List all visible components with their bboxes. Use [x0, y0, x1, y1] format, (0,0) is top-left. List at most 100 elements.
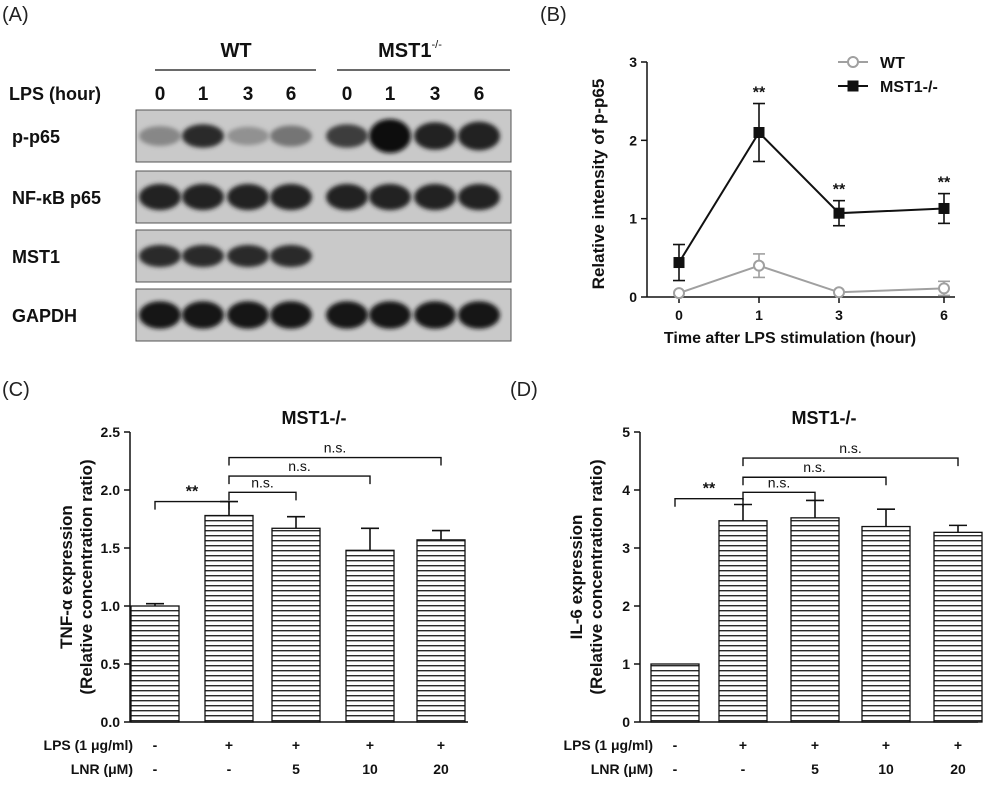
- chart-c-lnr-value: 20: [433, 761, 449, 777]
- blot-band: [182, 183, 224, 211]
- blot-rows: p-p65 NF-κB p65 MST1 GAPDH: [12, 109, 512, 342]
- chart-c-lps-value: +: [437, 737, 445, 753]
- blot-time-label: 6: [474, 84, 485, 105]
- chart-d-bracket: [742, 457, 959, 467]
- blot-band: [227, 244, 269, 268]
- blot-band: [139, 126, 181, 146]
- chart-d-ylabel: IL-6 expression: [567, 515, 586, 640]
- chart-d-lnr-value: -: [673, 761, 678, 777]
- chart-c-ylabel: TNF-α expression: [57, 505, 76, 649]
- chart-c-title: MST1-/-: [282, 408, 347, 428]
- chart-c-bracket: [228, 456, 442, 466]
- legend-label: WT: [880, 55, 905, 72]
- chart-b-point: [833, 207, 845, 219]
- chart-d-lnr-value: 10: [878, 761, 894, 777]
- blot-row-label: NF-κB p65: [12, 188, 101, 208]
- chart-c-bracket: [228, 475, 371, 485]
- blot-row: GAPDH: [12, 288, 512, 342]
- chart-d-ytick-label: 3: [622, 540, 630, 556]
- blot-time-label: 0: [155, 84, 166, 105]
- chart-d-lnr-value: 5: [811, 761, 819, 777]
- blot-band: [414, 122, 456, 150]
- chart-c-bracket-label: n.s.: [251, 474, 274, 490]
- blot-band: [414, 301, 456, 329]
- chart-b-point: [753, 127, 765, 138]
- chart-c-lnr-value: 10: [362, 761, 378, 777]
- chart-c-ytick-label: 0.5: [101, 656, 121, 672]
- chart-d-ytick-label: 2: [622, 598, 630, 614]
- bar-chart-c-panel: MST1-/- TNF-α expression (Relative concent…: [44, 408, 468, 777]
- chart-c-bracket-label: n.s.: [288, 458, 311, 474]
- chart-d-bar: [933, 531, 983, 723]
- chart-d-lps-value: +: [811, 737, 819, 753]
- chart-d-bar: [650, 663, 700, 723]
- blot-band: [182, 124, 224, 148]
- blot-band: [270, 301, 312, 329]
- chart-c-bar: [271, 527, 321, 723]
- legend-swatch-marker: [847, 56, 859, 68]
- chart-c-lnr-row-label: LNR (μM): [71, 761, 133, 777]
- chart-d-lps-value: +: [954, 737, 962, 753]
- chart-c-lnr-value: -: [153, 761, 158, 777]
- chart-b-point: [753, 259, 765, 272]
- chart-d-lps-value: +: [882, 737, 890, 753]
- blot-band: [326, 301, 368, 329]
- chart-d-bracket-label: n.s.: [768, 474, 791, 490]
- blot-band: [458, 301, 500, 329]
- chart-b-series-line: [678, 130, 945, 264]
- blot-row: p-p65: [12, 109, 512, 163]
- chart-c-bracket-label: n.s.: [324, 440, 347, 456]
- chart-b-series-1: [673, 102, 950, 282]
- blot-band: [139, 183, 181, 211]
- chart-d-lps-value: -: [673, 737, 678, 753]
- blot-band: [227, 126, 269, 146]
- chart-b-significance: **: [938, 175, 951, 192]
- blot-group-mst1: MST1-/-: [378, 39, 442, 62]
- chart-d-ylabel2: (Relative concentration ratio): [587, 459, 606, 694]
- blot-band: [326, 124, 368, 148]
- chart-c-lps-value: +: [366, 737, 374, 753]
- chart-b-point: [938, 282, 950, 295]
- chart-d-bracket-label: n.s.: [839, 440, 862, 456]
- chart-d-lps-row-label: LPS (1 μg/ml): [564, 737, 653, 753]
- chart-b-point: [673, 287, 685, 300]
- chart-c-lps-row-label: LPS (1 μg/ml): [44, 737, 133, 753]
- chart-b-legend: WT MST1-/-: [838, 55, 938, 96]
- chart-b-significance: **: [833, 182, 846, 199]
- legend-label: MST1-/-: [880, 79, 938, 96]
- chart-d-bar: [861, 525, 911, 723]
- chart-b-series-line: [678, 264, 945, 295]
- chart-c-bracket-label: **: [186, 484, 199, 501]
- chart-b-series: ** ** **: [673, 85, 951, 300]
- chart-b-ytick-label: 0: [629, 289, 637, 305]
- chart-c-ytick-label: 1.5: [101, 540, 121, 556]
- chart-c-ytick-label: 0.0: [101, 714, 121, 730]
- chart-c-bar: [345, 549, 395, 723]
- blot-band: [139, 301, 181, 329]
- chart-b-ylabel: Relative intensity of p-p65: [589, 79, 608, 290]
- panel-label-a: (A): [2, 4, 29, 26]
- blot-row-label: GAPDH: [12, 306, 77, 326]
- blot-time-labels: 0 1 3 6 0 1 3 6: [155, 84, 485, 105]
- blot-time-label: 3: [430, 84, 441, 105]
- blot-band: [139, 244, 181, 268]
- chart-d-ytick-label: 1: [622, 656, 630, 672]
- chart-b-xtick-label: 0: [675, 307, 683, 323]
- blot-time-label: 0: [342, 84, 353, 105]
- chart-d-lnr-value: -: [741, 761, 746, 777]
- line-chart-panel: Relative intensity of p-p65 Time after L…: [589, 54, 955, 347]
- chart-c-bracket: [228, 491, 297, 501]
- chart-b-xlabel: Time after LPS stimulation (hour): [664, 330, 916, 347]
- chart-b-ytick-label: 3: [629, 54, 637, 70]
- blot-row: MST1: [12, 229, 512, 283]
- blot-time-label: 1: [198, 84, 209, 105]
- chart-b-xtick-label: 6: [940, 307, 948, 323]
- chart-b-significance: **: [753, 85, 766, 102]
- chart-b-point: [673, 257, 685, 269]
- chart-c-lps-value: +: [225, 737, 233, 753]
- western-blot-panel: WT MST1-/- LPS (hour) 0 1 3 6 0 1 3 6 p-p65 NF-κ…: [9, 39, 512, 342]
- chart-d-ytick-label: 0: [622, 714, 630, 730]
- chart-b-ytick-label: 1: [629, 211, 637, 227]
- chart-c-ylabel2: (Relative concentration ratio): [77, 459, 96, 694]
- chart-d-bracket: [742, 476, 887, 486]
